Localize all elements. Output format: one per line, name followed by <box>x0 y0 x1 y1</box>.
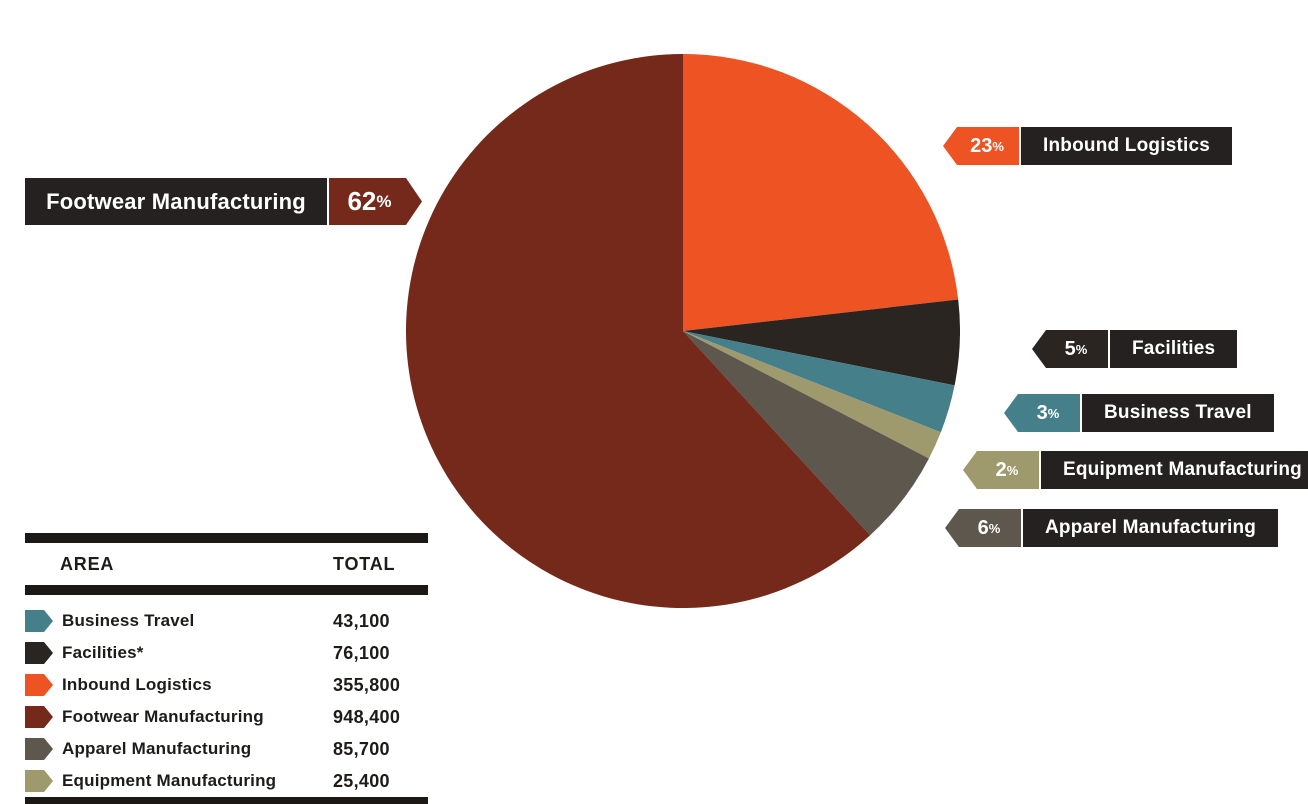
pie-chart <box>406 54 960 608</box>
table-cell-area: Equipment Manufacturing <box>25 770 333 792</box>
table-cell-area: Footwear Manufacturing <box>25 706 333 728</box>
table-row: Equipment Manufacturing 25,400 <box>25 765 428 797</box>
callout-facilities: 5% Facilities <box>1032 330 1238 368</box>
table-header-row: AREA TOTAL <box>25 543 428 585</box>
callout-pct-value: 23 <box>970 134 993 157</box>
legend-arrow-marker-icon <box>25 738 53 760</box>
pie-slice-business-travel <box>683 331 955 433</box>
table-rule-top <box>25 533 428 543</box>
callout-label: Equipment Manufacturing <box>1063 459 1302 480</box>
table-header-total: TOTAL <box>333 553 396 574</box>
callout-label-box: Facilities <box>1110 330 1238 368</box>
table-cell-area: Facilities* <box>25 642 333 664</box>
table-area-label: Facilities* <box>62 643 144 662</box>
table-total-value: 948,400 <box>333 706 401 727</box>
callout-pct-tag: 23% <box>943 127 1019 165</box>
table-total-value: 85,700 <box>333 738 390 759</box>
callout-footwear-manufacturing: Footwear Manufacturing 62% <box>25 178 422 225</box>
callout-label-box: Equipment Manufacturing <box>1041 451 1308 489</box>
legend-arrow-marker-icon <box>25 770 53 792</box>
callout-label-box: Business Travel <box>1082 394 1274 432</box>
table-row: Inbound Logistics 355,800 <box>25 669 428 701</box>
table-row: Business Travel 43,100 <box>25 605 428 637</box>
callout-inbound-logistics: 23% Inbound Logistics <box>943 127 1232 165</box>
callout-label: Apparel Manufacturing <box>1045 517 1257 538</box>
pie-slice-equipment-manufacturing <box>683 331 941 459</box>
table-area-label: Business Travel <box>62 611 195 630</box>
table-row: Footwear Manufacturing 948,400 <box>25 701 428 733</box>
table-area-label: Equipment Manufacturing <box>62 771 277 790</box>
legend-arrow-marker-icon <box>25 642 53 664</box>
callout-label-box: Apparel Manufacturing <box>1023 509 1279 547</box>
table-rule-bottom <box>25 797 428 804</box>
callout-business-travel: 3% Business Travel <box>1004 394 1274 432</box>
callout-apparel-manufacturing: 6% Apparel Manufacturing <box>945 509 1279 547</box>
callout-label: Inbound Logistics <box>1043 135 1210 156</box>
table-cell-area: Inbound Logistics <box>25 674 333 696</box>
area-total-table: AREA TOTAL Business Travel 43,100 Faciliti… <box>25 533 428 804</box>
table-row: Apparel Manufacturing 85,700 <box>25 733 428 765</box>
callout-label: Business Travel <box>1104 402 1252 423</box>
pie-slice-apparel-manufacturing <box>683 331 929 536</box>
percent-symbol: % <box>1075 341 1088 357</box>
table-row: Facilities* 76,100 <box>25 637 428 669</box>
table-header-area: AREA <box>60 553 115 574</box>
table-rule-mid <box>25 585 428 595</box>
callout-label: Facilities <box>1132 338 1216 359</box>
callout-label: Footwear Manufacturing <box>46 188 306 214</box>
pie-chart-svg <box>406 54 960 608</box>
table-body: Business Travel 43,100 Facilities* 76,100 In… <box>25 605 428 797</box>
table-total-value: 43,100 <box>333 610 390 631</box>
pie-slice-inbound-logistics <box>683 54 959 331</box>
percent-symbol: % <box>1006 462 1019 478</box>
callout-pct-value: 6 <box>977 516 989 539</box>
callout-pct-value: 2 <box>995 458 1007 481</box>
pie-slice-facilities <box>683 299 960 386</box>
callout-pct-tag: 6% <box>945 509 1021 547</box>
callout-pct-tag: 5% <box>1032 330 1108 368</box>
callout-label-box: Inbound Logistics <box>1021 127 1232 165</box>
table-area-label: Inbound Logistics <box>62 675 212 694</box>
percent-symbol: % <box>376 191 392 211</box>
table-total-value: 76,100 <box>333 642 390 663</box>
legend-arrow-marker-icon <box>25 610 53 632</box>
table-area-label: Footwear Manufacturing <box>62 707 264 726</box>
percent-symbol: % <box>992 138 1004 154</box>
table-cell-area: Apparel Manufacturing <box>25 738 333 760</box>
callout-label-box: Footwear Manufacturing <box>25 178 327 225</box>
table-area-label: Apparel Manufacturing <box>62 739 252 758</box>
percent-symbol: % <box>988 520 1001 536</box>
table-cell-area: Business Travel <box>25 610 333 632</box>
pie-slice-footwear-manufacturing <box>406 54 871 608</box>
callout-pct-tag: 2% <box>963 451 1039 489</box>
callout-pct-tag: 3% <box>1004 394 1080 432</box>
callout-pct-tag: 62% <box>329 178 422 225</box>
callout-equipment-manufacturing: 2% Equipment Manufacturing <box>963 451 1308 489</box>
percent-symbol: % <box>1047 405 1060 421</box>
table-total-value: 355,800 <box>333 674 401 695</box>
callout-pct-value: 3 <box>1036 401 1048 424</box>
table-total-value: 25,400 <box>333 770 390 791</box>
legend-arrow-marker-icon <box>25 674 53 696</box>
callout-pct-value: 5 <box>1064 337 1076 360</box>
legend-arrow-marker-icon <box>25 706 53 728</box>
callout-pct-value: 62 <box>347 186 377 216</box>
